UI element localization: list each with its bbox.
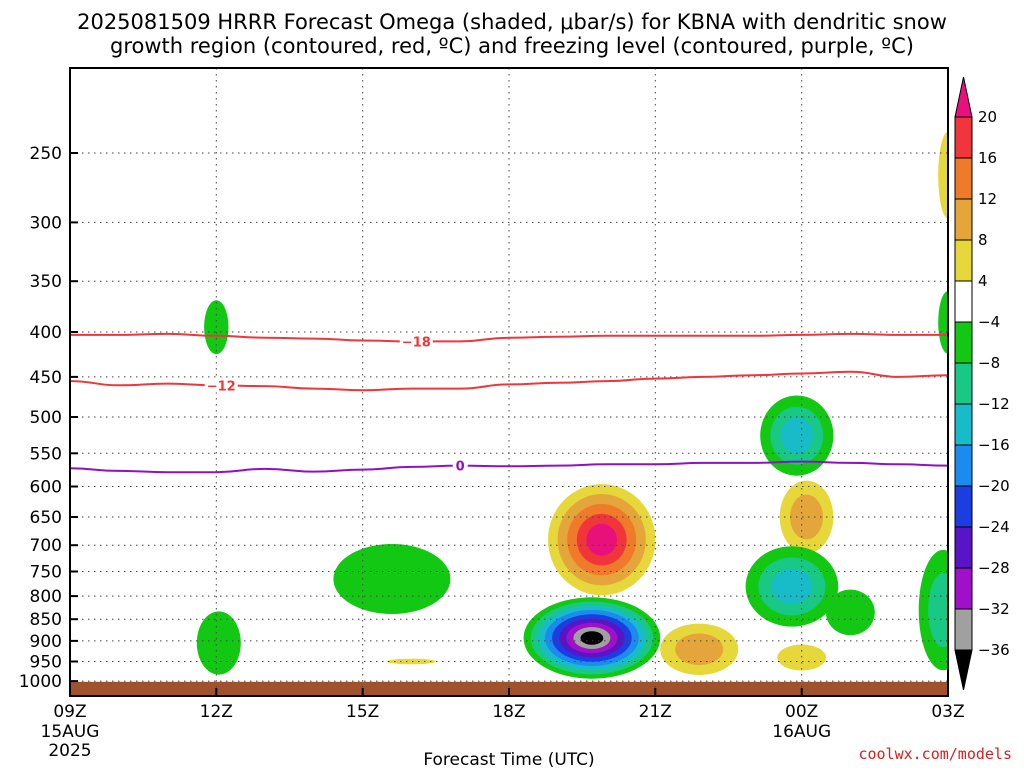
contour-label-bg-2 [452,458,468,473]
contour-layer: −18 −12 0 [70,332,948,475]
chart-title-line1: 2025081509 HRRR Forecast Omega (shaded, … [77,10,947,34]
contour-label-bg-0 [399,334,433,349]
y-tick-label-450: 450 [30,368,62,388]
y-tick-label-250: 250 [30,144,62,164]
omega-cell-5-8 [580,631,604,645]
y-tick-label-650: 650 [30,508,62,528]
y-tick-label-850: 850 [30,610,62,630]
colorbar-swatch-13 [954,608,973,651]
colorbar-label-0: 20 [978,108,997,126]
y-tick-label-700: 700 [30,536,62,556]
colorbar-label-11: −28 [978,559,1010,577]
x-tick-date-00Z: 16AUG [772,722,831,742]
colorbar-arrow-bottom [954,649,973,691]
omega-cell-9-2 [771,568,813,605]
omega-cell-10-0 [826,589,875,636]
colorbar-label-1: 16 [978,149,997,167]
omega-cell-6-1 [675,633,724,666]
colorbar-swatch-7 [954,362,973,405]
x-tick-label-18Z: 18Z [492,702,525,722]
contour-label-1: −12 [207,379,236,394]
x-tick-year-09Z: 2025 [48,741,91,761]
y-tick-label-800: 800 [30,587,62,607]
colorbar-swatch-1 [954,116,973,159]
x-tick-label-21Z: 21Z [639,702,672,722]
y-tick-label-350: 350 [30,272,62,292]
x-tick-label-15Z: 15Z [346,702,379,722]
colorbar-swatch-6 [954,321,973,364]
omega-cell-4-4 [586,523,617,556]
omega-cell-2-0 [333,544,451,614]
colorbar-swatch-12 [954,567,973,610]
omega-cell-3-0 [387,658,436,665]
y-tick-label-1000: 1000 [19,672,62,692]
y-tick-label-400: 400 [30,323,62,343]
colorbar-swatch-3 [954,198,973,241]
x-tick-date-09Z: 15AUG [41,722,100,742]
colorbar-label-8: −16 [978,436,1010,454]
colorbar-label-10: −24 [978,518,1010,536]
colorbar-swatch-9 [954,444,973,487]
omega-cell-7-2 [780,417,814,454]
y-tick-label-600: 600 [30,478,62,498]
colorbar-swatch-2 [954,157,973,200]
colorbar-label-4: 4 [978,272,988,290]
x-tick-label-03Z: 03Z [931,702,964,722]
x-tick-label-12Z: 12Z [200,702,233,722]
y-tick-label-300: 300 [30,213,62,233]
chart-title-line2: growth region (contoured, red, ºC) and f… [110,34,914,58]
contour-line-2 [70,460,948,474]
colorbar-swatch-4 [954,239,973,282]
omega-cell-13-0 [938,291,948,354]
colorbar-label-5: −4 [978,313,1000,331]
omega-cell-8-1 [790,494,823,540]
y-tick-label-900: 900 [30,632,62,652]
y-tick-label-550: 550 [30,444,62,464]
omega-cell-12-0 [938,131,948,219]
x-axis-title: Forecast Time (UTC) [423,750,594,768]
colorbar-label-12: −32 [978,600,1010,618]
contour-label-bg-1 [204,378,238,393]
colorbar-label-2: 12 [978,190,997,208]
y-axis: 2503003504004505005506006507007508008509… [19,144,78,692]
contour-label-0: −18 [402,335,431,350]
x-tick-label-00Z: 00Z [785,702,818,722]
y-tick-label-950: 950 [30,653,62,673]
colorbar-label-6: −8 [978,354,1000,372]
colorbar-swatch-8 [954,403,973,446]
colorbar-swatch-5 [954,280,973,323]
omega-shading [196,131,948,679]
plot-area: −18 −12 0 [70,68,948,696]
x-tick-label-09Z: 09Z [53,702,86,722]
colorbar-label-9: −20 [978,477,1010,495]
colorbar-swatch-10 [954,485,973,528]
colorbar-arrow-top [954,76,973,118]
grid-layer [70,68,948,696]
colorbar-swatch-11 [954,526,973,569]
contour-line-0 [70,332,948,343]
source-credit: coolwx.com/models [858,745,1012,763]
y-tick-label-750: 750 [30,563,62,583]
y-tick-label-500: 500 [30,408,62,428]
omega-cell-1-0 [196,611,241,675]
colorbar-label-7: −12 [978,395,1010,413]
omega-cell-14-1 [928,573,948,648]
colorbar: 20 16 12 8 4 −4 −8 −12 −16 −20 −24 −28 −32 −36 [954,76,1010,691]
contour-label-2: 0 [456,460,465,475]
colorbar-label-13: −36 [978,641,1010,659]
colorbar-label-3: 8 [978,231,988,249]
